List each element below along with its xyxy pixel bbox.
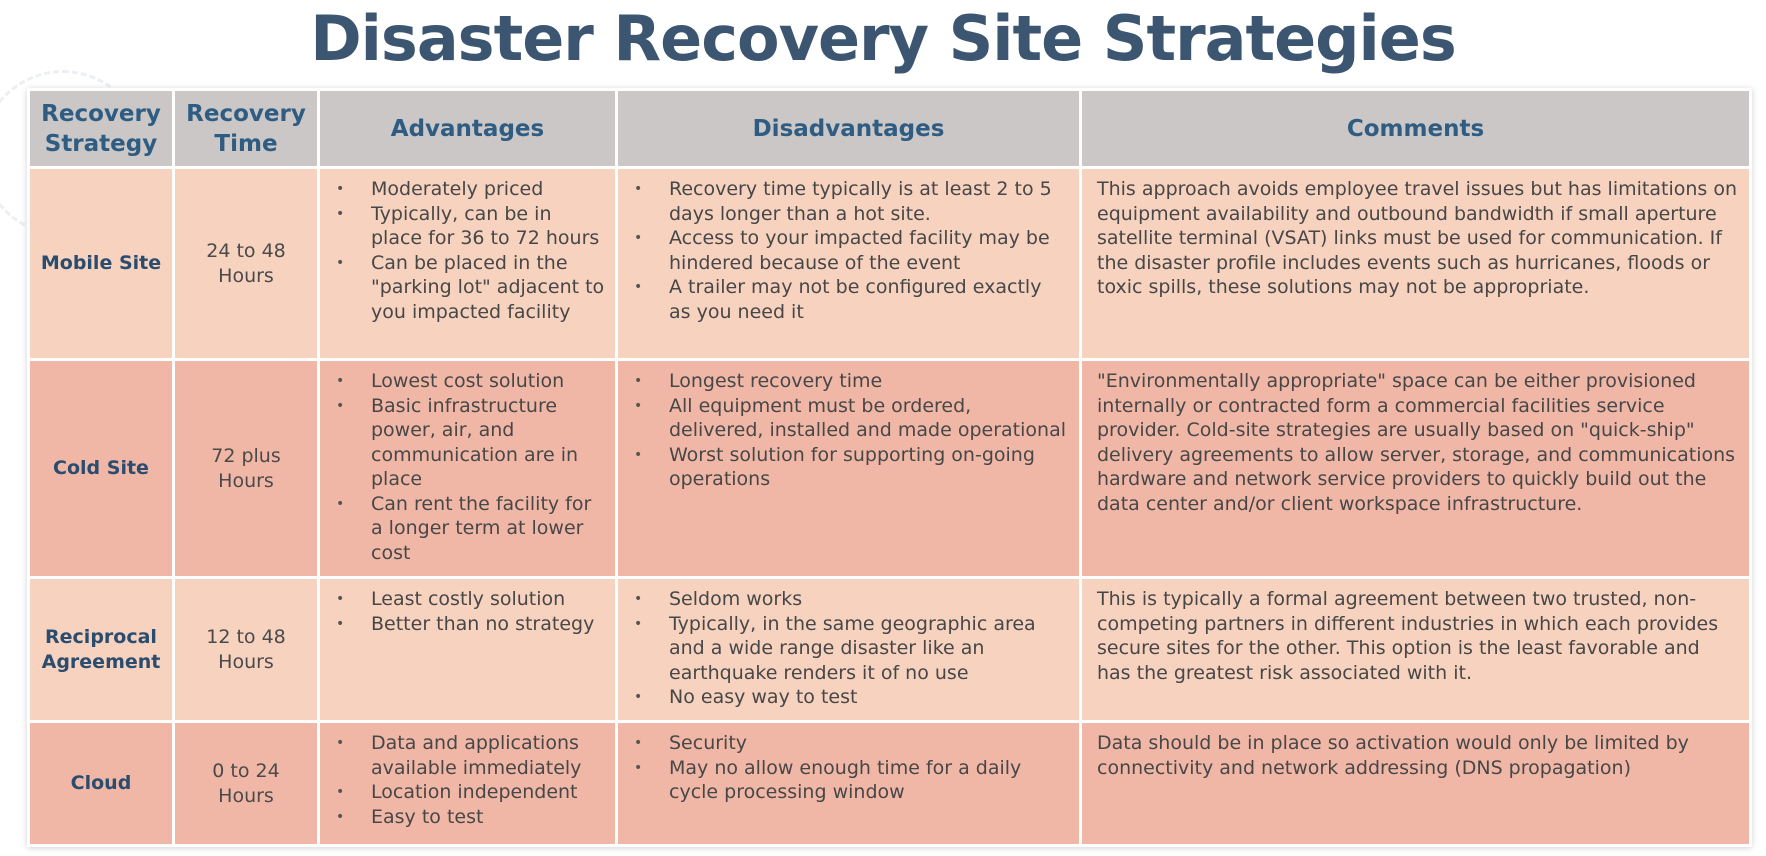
comments-cell: This approach avoids employee travel iss… <box>1079 166 1752 361</box>
list-item: May no allow enough time for a daily cyc… <box>632 756 1069 805</box>
list-item: Typically, can be in place for 36 to 72 … <box>334 202 605 251</box>
advantages-cell: Lowest cost solution Basic infrastructur… <box>317 358 618 579</box>
list-item: Seldom works <box>632 587 1069 612</box>
list-item: Moderately priced <box>334 177 605 202</box>
list-item: Recovery time typically is at least 2 to… <box>632 177 1069 226</box>
list-item: Lowest cost solution <box>334 369 605 394</box>
comments-cell: Data should be in place so activation wo… <box>1079 720 1752 847</box>
strategy-cell: Cold Site <box>27 358 175 579</box>
disadvantages-cell: Security May no allow enough time for a … <box>615 720 1082 847</box>
strategy-cell: Reciprocal Agreement <box>27 576 175 723</box>
comment-text: "Environmentally appropriate" space can … <box>1097 370 1736 515</box>
recovery-time-cell: 0 to 24 Hours <box>172 720 320 847</box>
disadvantages-list: Longest recovery time All equipment must… <box>632 369 1069 492</box>
list-item: Least costly solution <box>334 587 605 612</box>
comments-cell: This is typically a formal agreement bet… <box>1079 576 1752 723</box>
comment-text: This approach avoids employee travel iss… <box>1097 178 1737 298</box>
list-item: All equipment must be ordered, delivered… <box>632 394 1069 443</box>
disadvantages-cell: Seldom works Typically, in the same geog… <box>615 576 1082 723</box>
advantages-list: Lowest cost solution Basic infrastructur… <box>334 369 605 565</box>
strategy-cell: Cloud <box>27 720 175 847</box>
list-item: Security <box>632 731 1069 756</box>
table-row-reciprocal-agreement: Reciprocal Agreement 12 to 48 Hours Leas… <box>27 576 1752 723</box>
list-item: Basic infrastructure power, air, and com… <box>334 394 605 492</box>
table-row-cold-site: Cold Site 72 plus Hours Lowest cost solu… <box>27 358 1752 579</box>
advantages-cell: Moderately priced Typically, can be in p… <box>317 166 618 361</box>
list-item: Typically, in the same geographic area a… <box>632 612 1069 686</box>
list-item: Data and applications available immediat… <box>334 731 605 780</box>
header-comments: Comments <box>1079 88 1752 169</box>
advantages-list: Data and applications available immediat… <box>334 731 605 829</box>
header-disadvantages: Disadvantages <box>615 88 1082 169</box>
advantages-list: Least costly solution Better than no str… <box>334 587 605 636</box>
disadvantages-list: Recovery time typically is at least 2 to… <box>632 177 1069 324</box>
list-item: Better than no strategy <box>334 612 605 637</box>
table-header-row: Recovery Strategy Recovery Time Advantag… <box>27 88 1752 169</box>
header-recovery-strategy: Recovery Strategy <box>27 88 175 169</box>
list-item: Easy to test <box>334 805 605 830</box>
list-item: Longest recovery time <box>632 369 1069 394</box>
advantages-cell: Least costly solution Better than no str… <box>317 576 618 723</box>
advantages-list: Moderately priced Typically, can be in p… <box>334 177 605 324</box>
comments-cell: "Environmentally appropriate" space can … <box>1079 358 1752 579</box>
comment-text: Data should be in place so activation wo… <box>1097 732 1689 779</box>
recovery-strategies-table: Recovery Strategy Recovery Time Advantag… <box>27 88 1752 847</box>
comment-text: This is typically a formal agreement bet… <box>1097 588 1719 684</box>
list-item: Worst solution for supporting on-going o… <box>632 443 1069 492</box>
table-row-cloud: Cloud 0 to 24 Hours Data and application… <box>27 720 1752 847</box>
advantages-cell: Data and applications available immediat… <box>317 720 618 847</box>
recovery-time-cell: 12 to 48 Hours <box>172 576 320 723</box>
recovery-time-cell: 24 to 48 Hours <box>172 166 320 361</box>
list-item: A trailer may not be configured exactly … <box>632 275 1069 324</box>
list-item: Can be placed in the "parking lot" adjac… <box>334 251 605 325</box>
recovery-time-cell: 72 plus Hours <box>172 358 320 579</box>
header-advantages: Advantages <box>317 88 618 169</box>
list-item: No easy way to test <box>632 685 1069 710</box>
page-title: Disaster Recovery Site Strategies <box>310 2 1457 75</box>
disadvantages-cell: Recovery time typically is at least 2 to… <box>615 166 1082 361</box>
disadvantages-cell: Longest recovery time All equipment must… <box>615 358 1082 579</box>
disadvantages-list: Seldom works Typically, in the same geog… <box>632 587 1069 710</box>
table-row-mobile-site: Mobile Site 24 to 48 Hours Moderately pr… <box>27 166 1752 361</box>
list-item: Location independent <box>334 780 605 805</box>
disadvantages-list: Security May no allow enough time for a … <box>632 731 1069 805</box>
list-item: Access to your impacted facility may be … <box>632 226 1069 275</box>
strategy-cell: Mobile Site <box>27 166 175 361</box>
list-item: Can rent the facility for a longer term … <box>334 492 605 566</box>
header-recovery-time: Recovery Time <box>172 88 320 169</box>
